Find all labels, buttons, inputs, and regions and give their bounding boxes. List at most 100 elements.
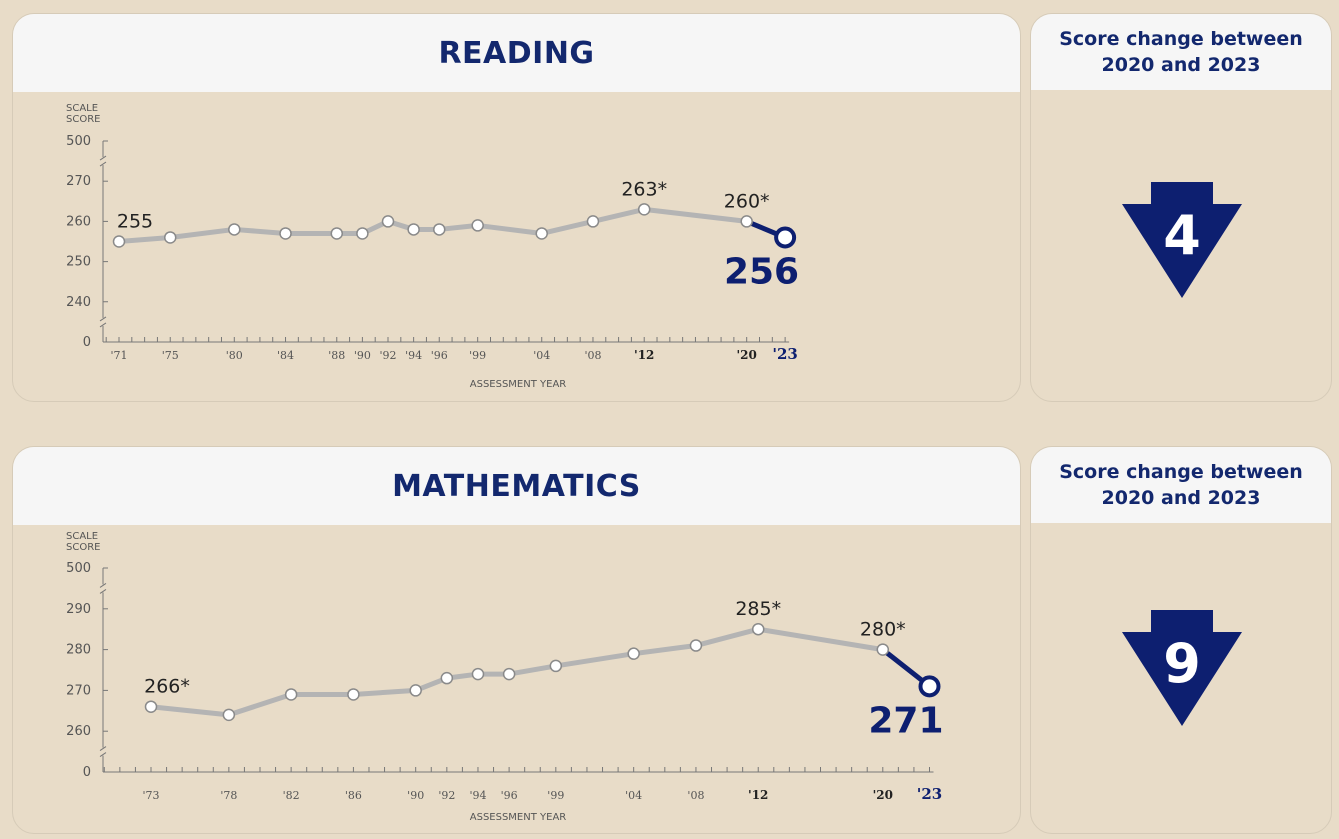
x-tick-label: '99: [469, 349, 486, 362]
axis-break: [99, 161, 107, 167]
data-point: [407, 223, 420, 236]
x-tick-label: '71: [110, 349, 127, 362]
axis-break: [100, 747, 106, 756]
data-point: [751, 622, 765, 636]
data-label: 280*: [860, 619, 906, 641]
mathematics-score-change-panel: Score change between 2020 and 2023 9: [1030, 446, 1332, 834]
score-change-title-line2: 2020 and 2023: [1101, 487, 1261, 509]
y-tick-label: 250: [66, 255, 91, 270]
x-tick-label: '88: [328, 349, 345, 362]
mathematics-down-arrow-icon: 9: [1122, 610, 1242, 726]
data-label-final: 256: [724, 251, 799, 292]
axis-break: [100, 317, 106, 326]
data-point: [433, 223, 446, 236]
down-arrow-icon: [1122, 610, 1242, 726]
x-tick-label: '90: [407, 789, 424, 802]
data-point: [144, 700, 158, 713]
x-tick-label: '90: [354, 349, 371, 362]
mathematics-header: MATHEMATICS: [13, 447, 1020, 525]
score-change-title-line1: Score change between: [1059, 461, 1303, 483]
data-label: 260*: [724, 190, 770, 212]
axis-break: [99, 588, 107, 594]
x-tick-label: '08: [687, 789, 704, 802]
y-tick-label: 260: [66, 724, 91, 739]
x-tick-label: '82: [283, 789, 300, 802]
x-axis-title: ASSESSMENT YEAR: [470, 379, 567, 390]
x-tick-label: '92: [379, 349, 396, 362]
x-tick-label: '12: [748, 788, 768, 802]
y-tick-label: 290: [66, 602, 91, 617]
y-axis-label: SCALE: [66, 103, 98, 114]
x-tick-label: '23: [772, 345, 797, 363]
y-tick-label: 0: [83, 765, 91, 780]
data-point: [535, 227, 548, 240]
series-line: [118, 206, 747, 244]
reading-chart-panel: READING SCALE SCORE 500 270 260 250 240 0 '71 '75…: [12, 13, 1021, 402]
data-point: [440, 671, 454, 685]
axis-break: [100, 584, 106, 593]
reading-score-change-panel: Score change between 2020 and 2023 4: [1030, 13, 1332, 402]
y-tick-label: 240: [66, 295, 91, 310]
x-tick-label: '80: [226, 349, 243, 362]
score-change-value: 4: [1163, 204, 1201, 267]
score-change-title-line2: 2020 and 2023: [1101, 54, 1261, 76]
y-axis-label: SCORE: [66, 114, 100, 125]
x-tick-label: '20: [873, 788, 893, 802]
y-tick-label: 280: [66, 643, 91, 658]
x-tick-label: '73: [142, 789, 159, 802]
score-change-value: 9: [1163, 632, 1201, 695]
reading-down-arrow-icon: 4: [1122, 182, 1242, 298]
x-tick-label: '75: [162, 349, 179, 362]
data-point: [409, 684, 422, 697]
x-tick-label: '04: [625, 789, 642, 802]
data-point-final: [918, 675, 941, 698]
y-axis-label: SCORE: [66, 542, 100, 553]
data-point: [637, 203, 651, 216]
x-axis-title: ASSESSMENT YEAR: [470, 812, 567, 823]
data-point: [347, 688, 360, 701]
axis-break: [99, 316, 107, 322]
data-point: [689, 639, 703, 652]
data-label: 266*: [144, 676, 190, 698]
data-point: [356, 227, 369, 240]
x-tick-label: '23: [917, 785, 942, 803]
data-point: [740, 215, 753, 228]
data-point: [330, 227, 344, 240]
x-tick-label: '94: [405, 349, 422, 362]
data-label: 285*: [735, 598, 781, 620]
data-label: 255: [117, 211, 153, 233]
data-point: [627, 647, 640, 660]
data-point: [876, 643, 890, 656]
data-point: [471, 219, 484, 232]
y-tick-label: 0: [83, 335, 91, 350]
x-tick-label: '08: [584, 349, 601, 362]
x-tick-label: '92: [438, 789, 455, 802]
data-point: [381, 215, 395, 228]
reading-header: READING: [13, 14, 1020, 92]
x-tick-label: '96: [501, 789, 518, 802]
y-tick-label: 270: [66, 683, 91, 698]
reading-title: READING: [438, 35, 595, 71]
mathematics-score-change-header: Score change between 2020 and 2023: [1031, 447, 1331, 523]
y-tick-label: 500: [66, 561, 91, 576]
axis-break: [99, 582, 107, 588]
data-point: [279, 227, 292, 240]
x-tick-label: '78: [220, 789, 237, 802]
axis-break: [99, 322, 107, 328]
x-tick-label: '86: [345, 789, 362, 802]
data-label-final: 271: [868, 700, 943, 741]
x-tick-label: '04: [533, 349, 550, 362]
y-tick-label: 270: [66, 174, 91, 189]
axis-break: [99, 155, 107, 161]
x-tick-label: '96: [431, 349, 448, 362]
data-point: [222, 708, 236, 722]
y-tick-label: 260: [66, 214, 91, 229]
data-point: [284, 688, 298, 701]
axis-break: [99, 752, 107, 758]
axis-break: [100, 157, 106, 166]
reading-score-change-header: Score change between 2020 and 2023: [1031, 14, 1331, 90]
series-line: [150, 626, 884, 718]
data-point-final: [774, 226, 797, 249]
data-label: 263*: [621, 178, 667, 200]
